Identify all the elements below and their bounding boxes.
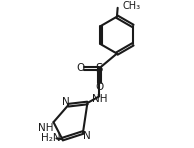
Text: CH₃: CH₃ bbox=[123, 1, 141, 11]
Text: N: N bbox=[62, 96, 70, 107]
Text: NH: NH bbox=[38, 123, 53, 133]
Text: S: S bbox=[95, 62, 103, 75]
Text: N: N bbox=[83, 131, 91, 141]
Text: H₂N: H₂N bbox=[42, 133, 61, 143]
Text: O: O bbox=[95, 82, 103, 92]
Text: NH: NH bbox=[92, 94, 108, 104]
Text: O: O bbox=[77, 63, 85, 73]
